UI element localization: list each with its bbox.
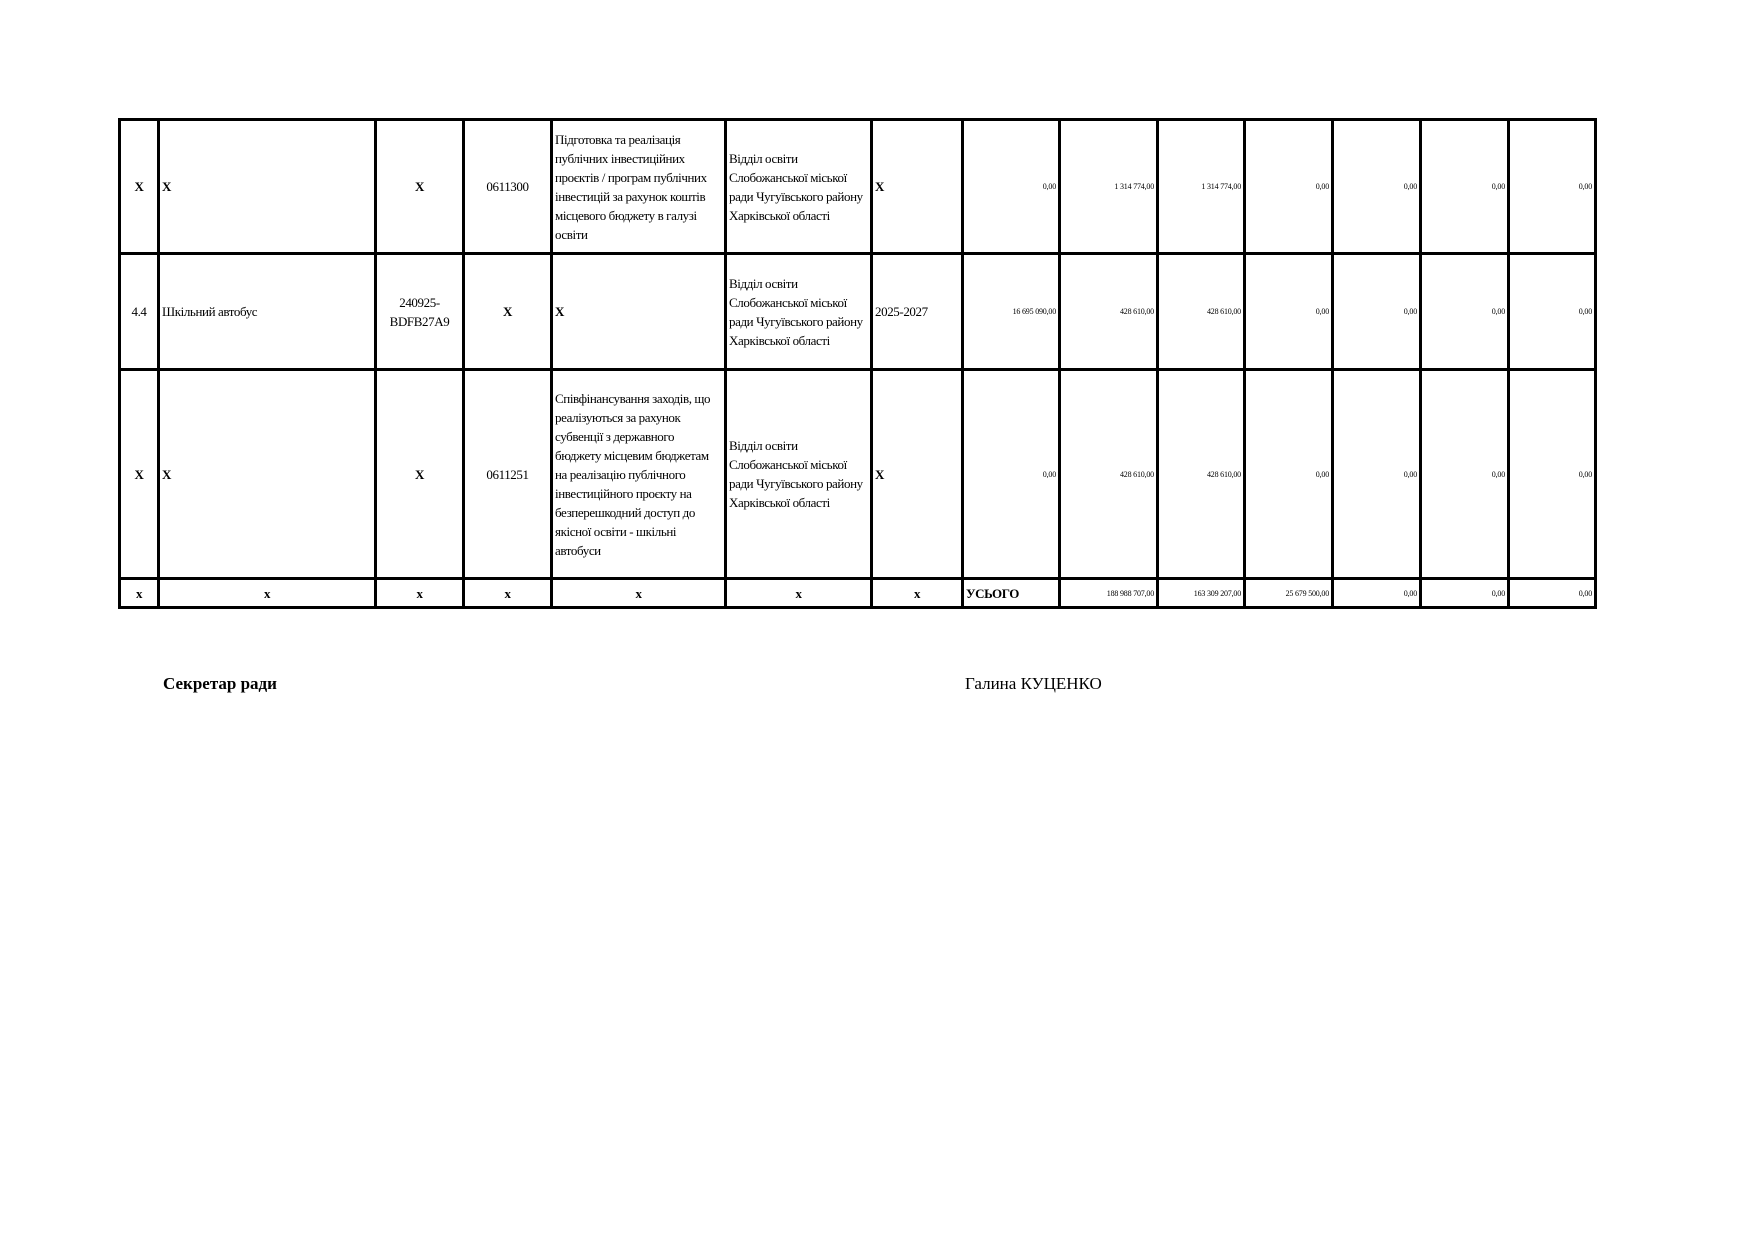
period: Х [870, 368, 964, 580]
total-amount: 25 679 500,00 [1243, 577, 1334, 609]
table-row: 4.4 Шкільний автобус 240925-BDFB27A9 Х Х… [118, 252, 1597, 371]
amount-cell: 0,00 [1507, 118, 1597, 255]
row-number: Х [118, 368, 160, 580]
total-amount: 163 309 207,00 [1156, 577, 1246, 609]
amount-cell: 0,00 [1243, 252, 1334, 371]
amount-cell: 428 610,00 [1156, 368, 1246, 580]
total-placeholder: х [550, 577, 727, 609]
program-name: Х [550, 252, 727, 371]
total-placeholder: х [724, 577, 873, 609]
project-code: Х [374, 118, 465, 255]
amount-cell: 0,00 [1419, 252, 1510, 371]
kpkv-code: 0611251 [462, 368, 553, 580]
total-label: УСЬОГО [961, 577, 1061, 609]
total-placeholder: х [462, 577, 553, 609]
table-row: Х Х Х 0611300 Підготовка та реалізація п… [118, 118, 1597, 255]
total-row: х х х х х х х УСЬОГО 188 988 707,00 163 … [118, 577, 1597, 609]
amount-cell: 0,00 [1331, 118, 1422, 255]
amount-cell: 0,00 [1419, 118, 1510, 255]
program-name: Підготовка та реалізація публічних інвес… [550, 118, 727, 255]
amount-cell: 0,00 [1243, 368, 1334, 580]
project-name: Х [157, 118, 377, 255]
table-row: Х Х Х 0611251 Співфінансування заходів, … [118, 368, 1597, 580]
amount-cell: 16 695 090,00 [961, 252, 1061, 371]
amount-cell: 428 610,00 [1156, 252, 1246, 371]
amount-cell: 428 610,00 [1058, 368, 1159, 580]
period: 2025-2027 [870, 252, 964, 371]
total-placeholder: х [374, 577, 465, 609]
period: Х [870, 118, 964, 255]
amount-cell: 0,00 [961, 368, 1061, 580]
total-amount: 188 988 707,00 [1058, 577, 1159, 609]
amount-cell: 0,00 [1243, 118, 1334, 255]
kpkv-code: 0611300 [462, 118, 553, 255]
project-code: Х [374, 368, 465, 580]
amount-cell: 1 314 774,00 [1058, 118, 1159, 255]
row-number: Х [118, 118, 160, 255]
total-amount: 0,00 [1507, 577, 1597, 609]
amount-cell: 0,00 [1331, 252, 1422, 371]
amount-cell: 0,00 [1507, 252, 1597, 371]
total-amount: 0,00 [1419, 577, 1510, 609]
total-placeholder: х [157, 577, 377, 609]
total-placeholder: х [118, 577, 160, 609]
amount-cell: 428 610,00 [1058, 252, 1159, 371]
total-placeholder: х [870, 577, 964, 609]
signature-name: Галина КУЦЕНКО [965, 674, 1102, 693]
program-name: Співфінансування заходів, що реалізуютьс… [550, 368, 727, 580]
total-amount: 0,00 [1331, 577, 1422, 609]
executor: Відділ освіти Слобожанської міської ради… [724, 118, 873, 255]
amount-cell: 1 314 774,00 [1156, 118, 1246, 255]
project-code: 240925-BDFB27A9 [374, 252, 465, 371]
amount-cell: 0,00 [1331, 368, 1422, 580]
project-name: Шкільний автобус [157, 252, 377, 371]
kpkv-code: Х [462, 252, 553, 371]
project-name: Х [157, 368, 377, 580]
signature-position: Секретар ради [163, 674, 277, 693]
amount-cell: 0,00 [961, 118, 1061, 255]
executor: Відділ освіти Слобожанської міської ради… [724, 252, 873, 371]
amount-cell: 0,00 [1419, 368, 1510, 580]
row-number: 4.4 [118, 252, 160, 371]
executor: Відділ освіти Слобожанської міської ради… [724, 368, 873, 580]
amount-cell: 0,00 [1507, 368, 1597, 580]
investment-projects-table: Х Х Х 0611300 Підготовка та реалізація п… [118, 118, 1597, 609]
